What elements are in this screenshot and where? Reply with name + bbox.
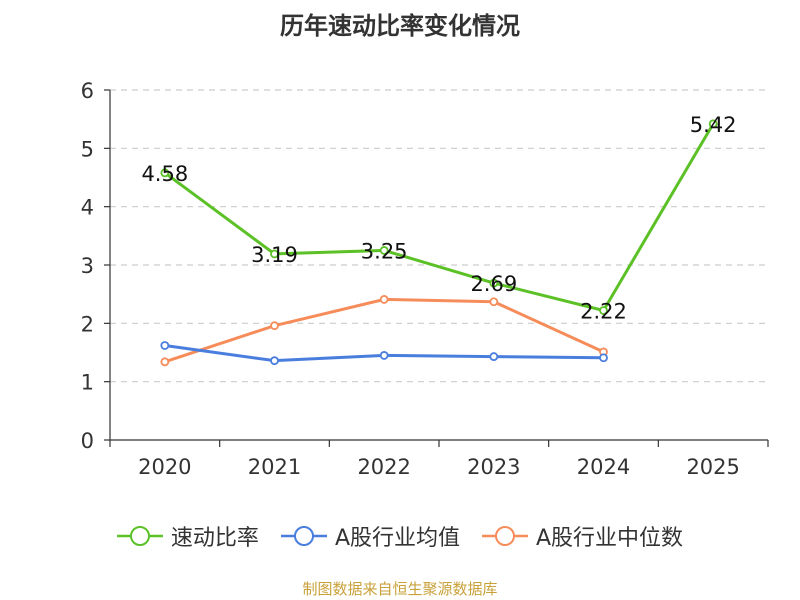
legend-swatch-industry-mean bbox=[280, 526, 327, 546]
legend-swatch-industry-median bbox=[482, 526, 528, 546]
data-point-s0-2024 bbox=[599, 306, 608, 315]
data-point-s2-2022 bbox=[379, 295, 389, 304]
data-point-s2-2020 bbox=[160, 357, 170, 367]
legend-swatch-quick-ratio bbox=[116, 526, 163, 546]
x-tick-label-2021: 2021 bbox=[248, 455, 301, 479]
data-label-2022: 3.25 bbox=[361, 239, 408, 263]
x-tick-label-2023: 2023 bbox=[467, 455, 520, 479]
data-label-2020: 4.58 bbox=[141, 162, 188, 186]
series-line-0 bbox=[163, 123, 715, 312]
data-point-s2-2021 bbox=[270, 321, 279, 331]
data-label-2023: 2.69 bbox=[470, 272, 517, 296]
y-tick-label-0: 0 bbox=[81, 429, 94, 453]
y-tick-label-3: 3 bbox=[81, 254, 94, 278]
data-point-s0-2021 bbox=[270, 249, 279, 259]
legend-label-industry-mean: A股行业均值 bbox=[334, 526, 460, 551]
x-tick-label-2022: 2022 bbox=[357, 455, 410, 479]
data-point-s1-2022 bbox=[379, 351, 389, 360]
chart-title: 历年速动比率变化情况 bbox=[280, 12, 520, 40]
data-point-s0-2025 bbox=[708, 119, 718, 129]
legend-label-quick-ratio: 速动比率 bbox=[170, 526, 259, 551]
legend-item-industry-median[interactable]: A股行业中位数 bbox=[482, 520, 683, 552]
legend-label-industry-median: A股行业中位数 bbox=[536, 526, 684, 551]
y-tick-label-5: 5 bbox=[81, 137, 94, 161]
x-tick-label-2020: 2020 bbox=[138, 455, 191, 479]
y-tick-label-1: 1 bbox=[81, 371, 94, 395]
data-point-s0-2020 bbox=[160, 168, 170, 178]
data-point-s1-2023 bbox=[489, 352, 499, 361]
legend: 速动比率 A股行业均值 A股行业中位数 bbox=[0, 520, 800, 552]
legend-item-quick-ratio[interactable]: 速动比率 bbox=[116, 520, 259, 552]
data-label-2021: 3.19 bbox=[251, 243, 298, 267]
data-point-s1-2024 bbox=[599, 353, 608, 363]
data-point-s1-2021 bbox=[270, 356, 279, 366]
y-tick-label-4: 4 bbox=[81, 196, 94, 220]
data-point-s1-2020 bbox=[160, 341, 170, 350]
x-tick-label-2025: 2025 bbox=[686, 455, 739, 479]
y-tick-label-2: 2 bbox=[81, 312, 94, 336]
data-source-note: 制图数据来自恒生聚源数据库 bbox=[302, 580, 498, 598]
data-label-2025: 5.42 bbox=[690, 113, 737, 137]
y-tick-label-6: 6 bbox=[81, 79, 94, 103]
data-point-s0-2023 bbox=[489, 278, 499, 288]
data-point-s2-2023 bbox=[489, 297, 499, 307]
x-tick-label-2024: 2024 bbox=[577, 455, 630, 479]
legend-item-industry-mean[interactable]: A股行业均值 bbox=[280, 520, 460, 552]
data-point-s0-2022 bbox=[379, 246, 389, 255]
data-label-2024: 2.22 bbox=[580, 300, 627, 324]
